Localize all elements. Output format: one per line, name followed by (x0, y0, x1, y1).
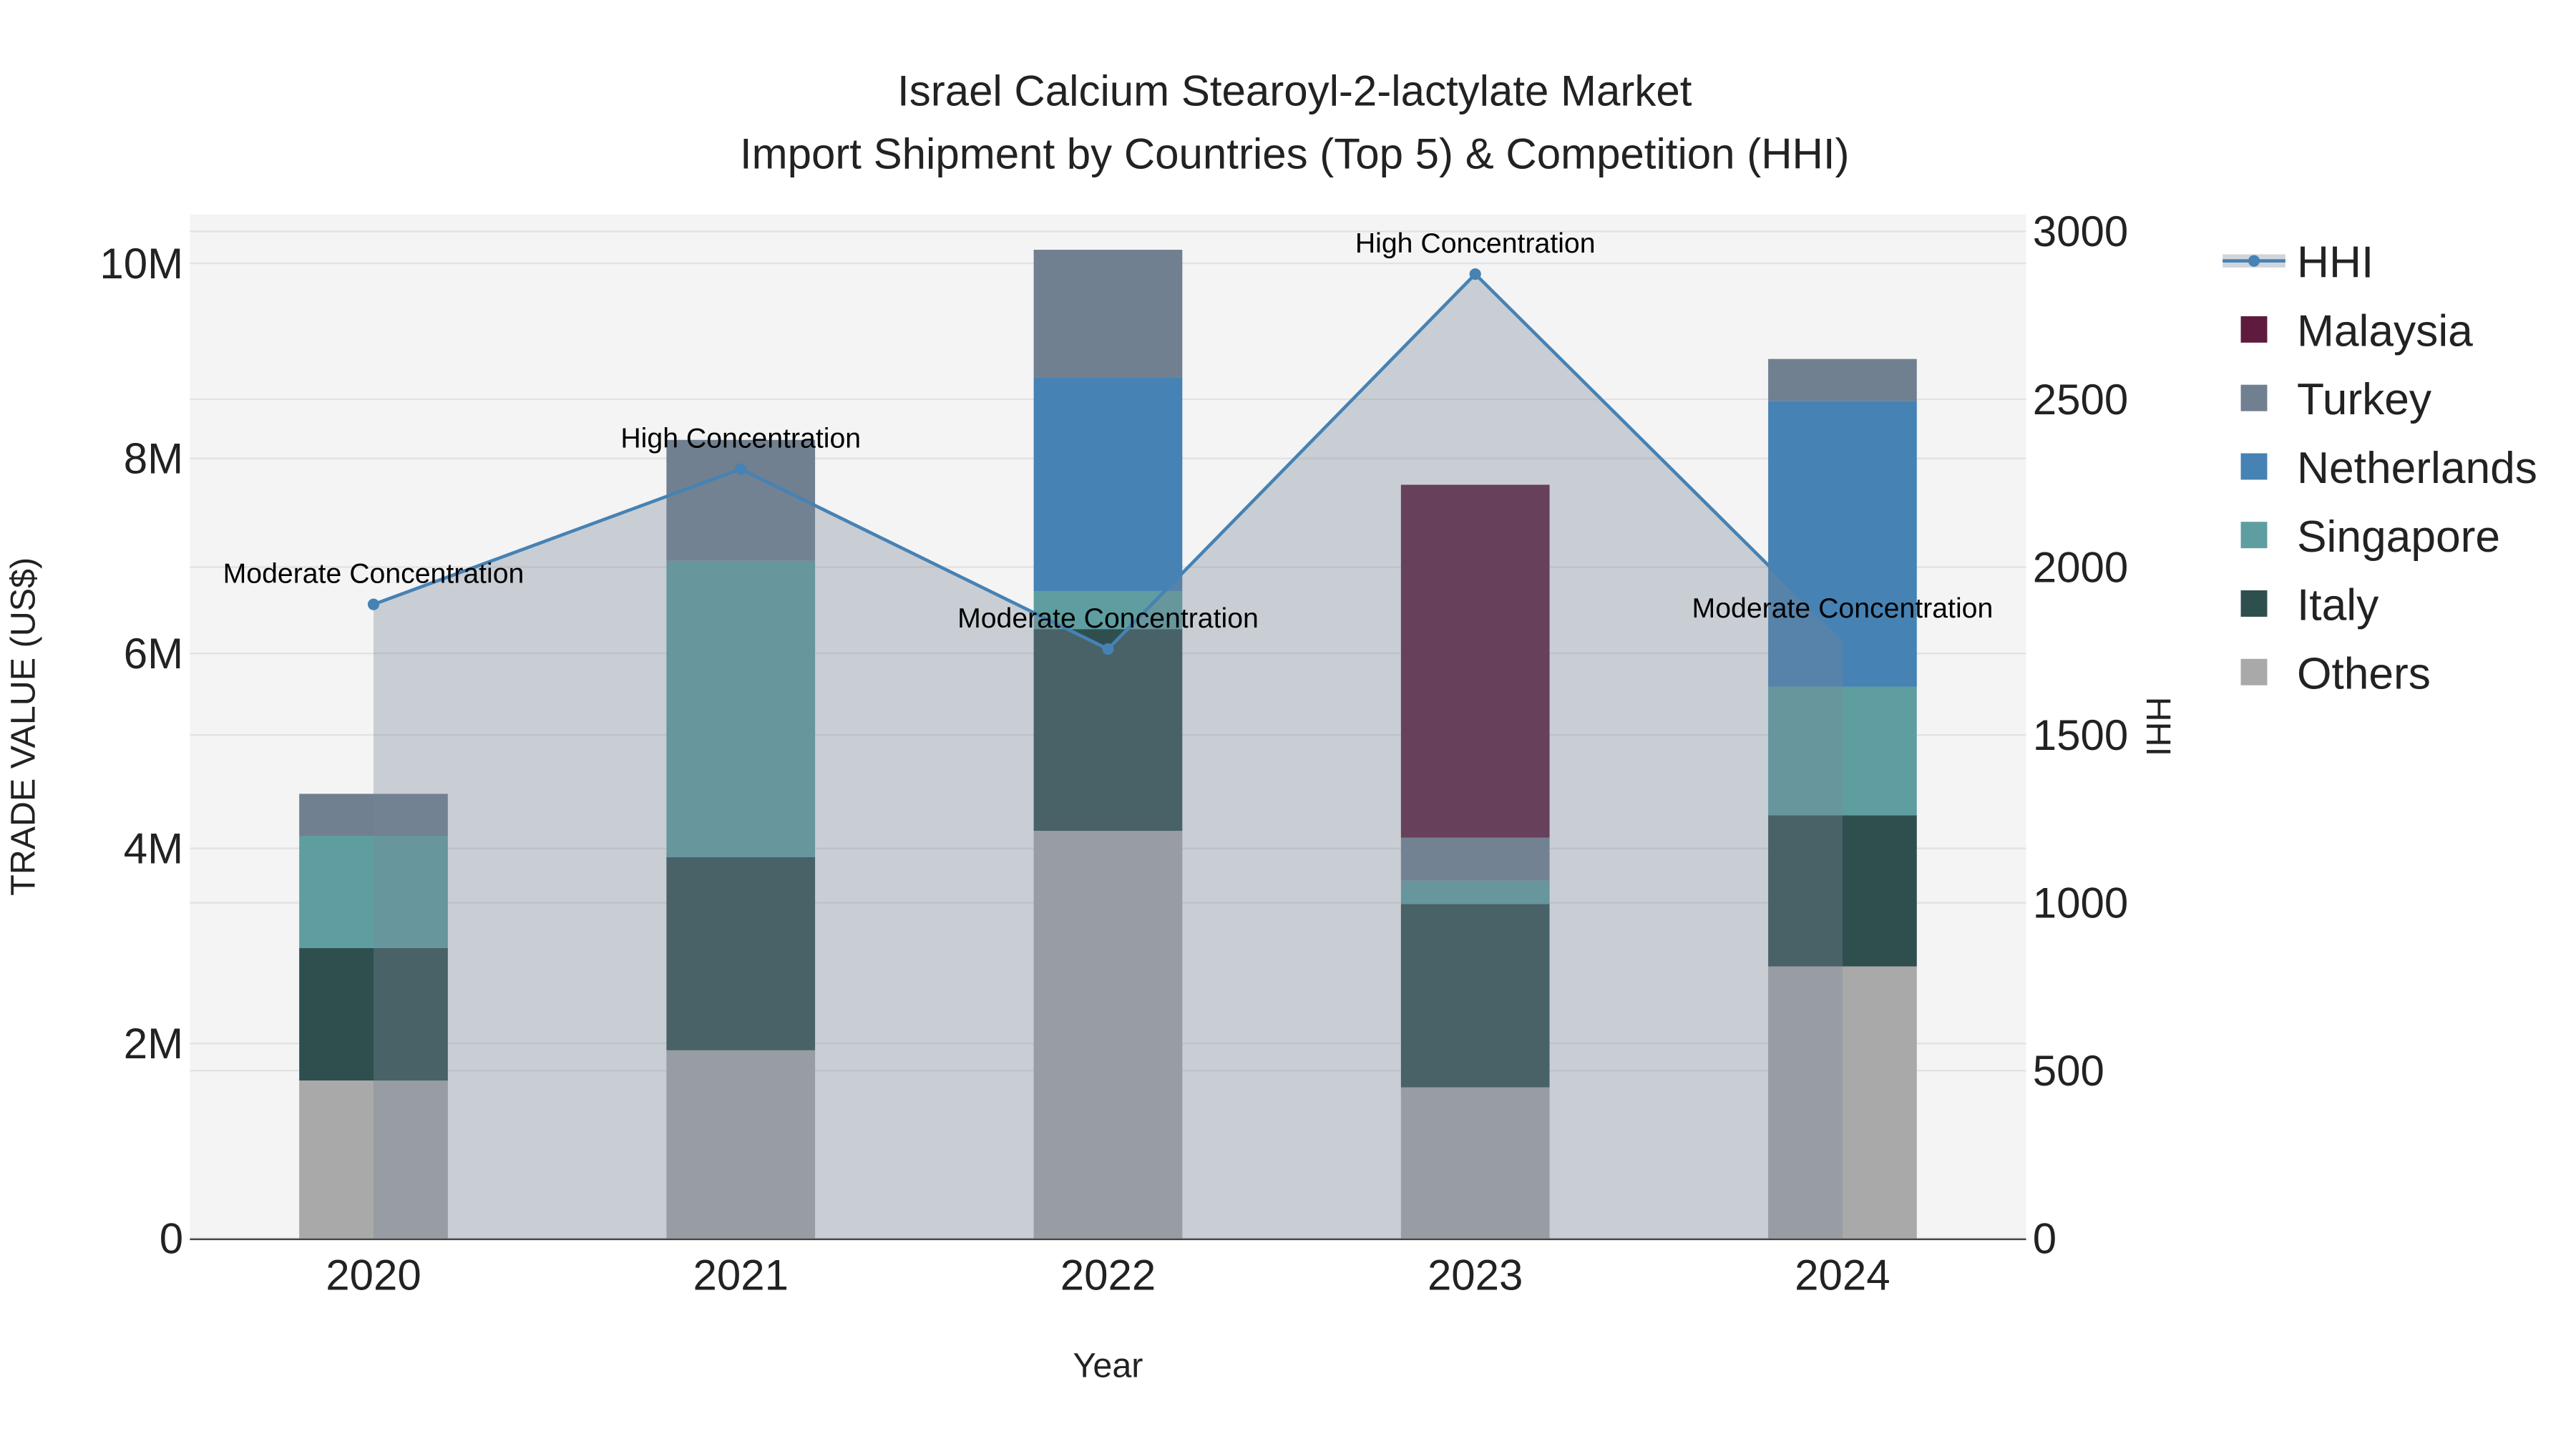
x-tick-label: 2022 (1060, 1251, 1156, 1299)
axes: 0 500 1000 1500 2000 2500 3000 0 2M 4M 6M 8M 10M 2020… (99, 208, 2128, 1299)
bar-turkey (299, 794, 448, 836)
hhi-point (367, 598, 380, 610)
hhi-point (1469, 268, 1481, 280)
bar-italy (1400, 904, 1550, 1088)
hhi-annotation: High Concentration (1355, 228, 1596, 259)
bar-italy (299, 947, 448, 1081)
hhi-layer: Moderate Concentration High Concentration… (223, 228, 1994, 1239)
y2-tick-label: 3000 (2033, 208, 2128, 255)
x-tick-label: 2024 (1795, 1251, 1890, 1299)
hhi-annotation: Moderate Concentration (223, 558, 525, 590)
bar-malaysia (1400, 484, 1550, 838)
chart-subtitle: Import Shipment by Countries (Top 5) & C… (740, 130, 1850, 177)
legend-label: Italy (2297, 581, 2379, 630)
x-tick-label: 2020 (326, 1251, 421, 1299)
y2-tick-label: 2000 (2033, 543, 2128, 591)
x-tick-label: 2023 (1428, 1251, 1523, 1299)
y-tick-label: 2M (124, 1020, 183, 1068)
bar-italy (666, 857, 816, 1050)
legend-label: Singapore (2297, 512, 2500, 562)
bar-singapore (1768, 686, 1917, 816)
y-tick-label: 10M (99, 240, 183, 288)
bar-italy (1768, 815, 1917, 967)
legend-label: Malaysia (2297, 306, 2473, 356)
bar-turkey (1400, 837, 1550, 881)
hhi-area (374, 274, 1843, 1239)
legend-label: Netherlands (2297, 444, 2537, 493)
y2-tick-label: 500 (2033, 1047, 2104, 1095)
bar-singapore (666, 560, 816, 857)
x-tick-label: 2021 (693, 1251, 788, 1299)
legend: HHI Malaysia Turkey Netherlands Singapore Ita… (2223, 238, 2537, 698)
bar-others (299, 1080, 448, 1239)
bar-singapore (1400, 880, 1550, 904)
chart-title: Israel Calcium Stearoyl-2-lactylate Mark… (897, 67, 1692, 115)
legend-item-turkey: Turkey (2240, 375, 2432, 424)
y2-tick-label: 0 (2033, 1215, 2057, 1263)
hhi-annotation: Moderate Concentration (957, 602, 1259, 634)
legend-item-netherlands: Netherlands (2240, 444, 2537, 493)
hhi-point (735, 463, 747, 475)
legend-swatch (2240, 384, 2268, 411)
y-tick-label: 4M (124, 824, 183, 872)
y-tick-label: 8M (124, 434, 183, 482)
bar-italy (1033, 629, 1183, 831)
legend-item-others: Others (2240, 649, 2431, 698)
bar-others (1768, 966, 1917, 1239)
bar-turkey (1768, 358, 1917, 401)
legend-label: Others (2297, 649, 2431, 698)
legend-item-italy: Italy (2240, 581, 2379, 630)
legend-item-malaysia: Malaysia (2240, 306, 2473, 356)
bar-turkey (666, 439, 816, 561)
bar-singapore (299, 836, 448, 948)
hhi-point (1102, 643, 1114, 655)
y2-tick-label: 1000 (2033, 879, 2128, 927)
legend-swatch (2240, 522, 2268, 549)
bar-others (666, 1050, 816, 1239)
legend-swatch (2240, 658, 2268, 686)
y-tick-label: 6M (124, 630, 183, 678)
legend-swatch (2240, 453, 2268, 480)
bar-others (1400, 1087, 1550, 1239)
x-axis-label: Year (1073, 1347, 1143, 1385)
y2-tick-label: 2500 (2033, 376, 2128, 424)
bar-others (1033, 831, 1183, 1239)
legend-swatch (2240, 316, 2268, 343)
y-axis-label: TRADE VALUE (US$) (4, 557, 42, 896)
y-tick-label: 0 (160, 1215, 183, 1263)
legend-label: HHI (2297, 238, 2373, 288)
y2-axis-label: HHI (2139, 697, 2177, 756)
legend-swatch-marker (2248, 255, 2260, 267)
hhi-annotation: Moderate Concentration (1692, 592, 1994, 624)
legend-swatch (2240, 590, 2268, 617)
legend-item-singapore: Singapore (2240, 512, 2500, 562)
bar-turkey (1033, 250, 1183, 378)
legend-item-hhi: HHI (2223, 238, 2373, 288)
hhi-annotation: High Concentration (620, 423, 861, 454)
bar-netherlands (1033, 377, 1183, 591)
legend-label: Turkey (2297, 375, 2432, 424)
bars (299, 250, 1917, 1239)
y2-tick-label: 1500 (2033, 711, 2128, 759)
bar-netherlands (1768, 401, 1917, 687)
